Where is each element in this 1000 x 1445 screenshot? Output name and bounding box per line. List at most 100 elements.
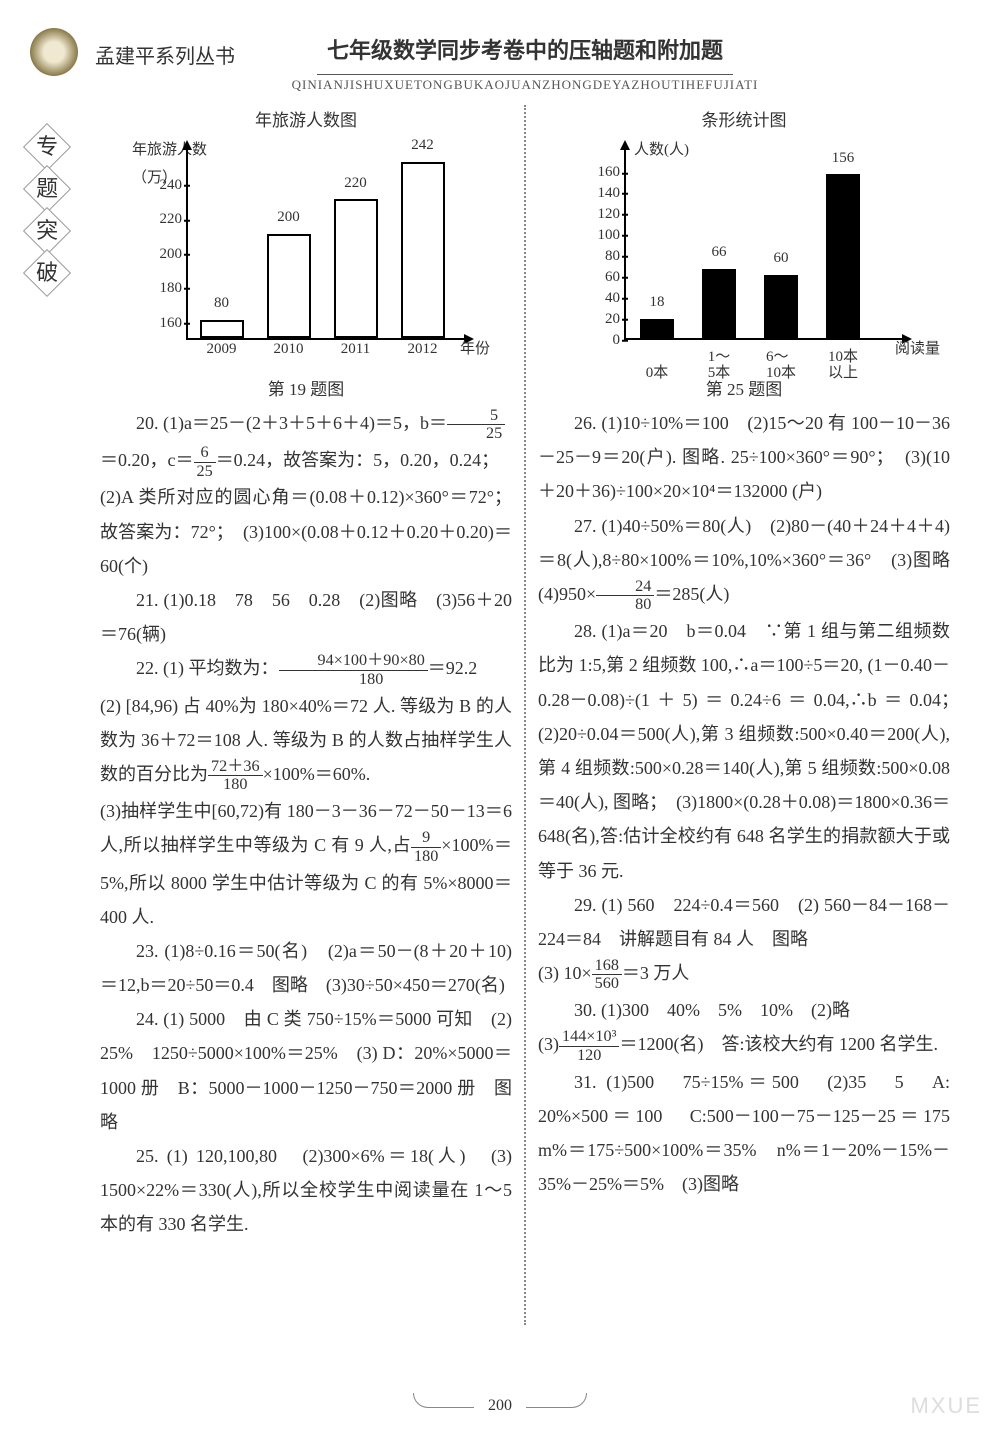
chart19: 年旅游人数 （万） 年份 160180200220240802009200201… — [126, 138, 486, 368]
q26: 26. (1)10÷10%＝100 (2)15～20 有 100－10－36－2… — [538, 406, 950, 509]
chart25: 人数(人) 阅读量 020406080100120140160180本661～ … — [564, 138, 924, 368]
q30-line1: 30. (1)300 40% 5% 10% (2)略 — [538, 993, 950, 1027]
side-char: 破 — [36, 252, 58, 294]
q30-line2: (3)144×10³120＝1200(名) 答:该校大约有 1200 名学生. — [538, 1027, 950, 1064]
q22-line3: (3)抽样学生中[60,72)有 180－3－36－72－50－13＝6 人,所… — [100, 794, 512, 934]
q24: 24. (1) 5000 由 C 类 750÷15%＝5000 可知 (2) 2… — [100, 1002, 512, 1139]
chart25-yaxis — [624, 148, 626, 340]
q21: 21. (1)0.18 78 56 0.28 (2)图略 (3)56＋20＝76… — [100, 583, 512, 651]
q20-line2: ＝0.20，c＝625＝0.24，故答案为：5，0.20，0.24； — [100, 443, 512, 480]
frac-n: 24 — [596, 578, 654, 597]
chart19-yaxis — [186, 148, 188, 340]
text: ＝0.24，故答案为：5，0.20，0.24； — [216, 450, 500, 470]
chart19-caption: 第 19 题图 — [100, 374, 512, 406]
chart25-bar — [764, 275, 798, 338]
chart25-xtick: 6～ 10本 — [766, 349, 796, 382]
chart19-bar-label: 200 — [277, 203, 300, 232]
chart19-xlabel: 年份 — [460, 335, 490, 364]
q29-line1: 29. (1) 560 224÷0.4＝560 (2) 560－84－168－2… — [538, 888, 950, 956]
side-char: 专 — [36, 126, 58, 168]
column-right: 条形统计图 人数(人) 阅读量 020406080100120140160180… — [524, 105, 950, 1325]
chart19-y-arrow — [182, 140, 192, 150]
chart19-ytick: 180 — [146, 274, 182, 303]
text: ＝1200(名) 答:该校大约有 1200 名学生. — [619, 1034, 938, 1054]
chart19-ytick: 160 — [146, 308, 182, 337]
chart19-ytick: 220 — [146, 205, 182, 234]
frac-d: 560 — [592, 975, 622, 993]
chart19-ytick: 240 — [146, 171, 182, 200]
frac-n: 5 — [447, 407, 505, 426]
q20-line1: 20. (1)a＝25－(2＋3＋5＋6＋4)＝5，b＝525 — [100, 406, 512, 443]
chart19-bar-label: 220 — [344, 169, 367, 198]
chart25-bar — [826, 174, 860, 337]
chart25-ytick: 160 — [584, 158, 620, 187]
chart19-bar — [267, 234, 311, 338]
chart25-xtick: 10本 以上 — [828, 349, 858, 382]
chart19-bar-label: 80 — [214, 289, 229, 318]
q23: 23. (1)8÷0.16＝50(名) (2)a＝50－(8＋20＋10)＝12… — [100, 934, 512, 1002]
chart25-xtick: 1～ 5本 — [708, 349, 731, 382]
q22-line1: 22. (1) 平均数为：94×100＋90×80180＝92.2 — [100, 651, 512, 688]
q22-line2: (2) [84,96) 占 40%为 180×40%＝72 人. 等级为 B 的… — [100, 689, 512, 795]
chart25-xlabel: 阅读量 — [895, 335, 940, 364]
q28: 28. (1)a＝20 b＝0.04 ∵第 1 组与第二组频数比为 1:5,第 … — [538, 614, 950, 888]
text: (3) 10× — [538, 963, 592, 983]
text: ＝92.2 — [428, 658, 478, 678]
text: ×100%＝60%. — [263, 764, 371, 784]
frac-d: 120 — [559, 1047, 619, 1065]
chart25-bar — [702, 269, 736, 338]
side-ornament: 专 题 突 破 — [30, 130, 64, 290]
chart19-xtick: 2012 — [408, 335, 438, 364]
chart25-ylabel: 人数(人) — [634, 136, 689, 165]
q31: 31. (1)500 75÷15%＝500 (2)35 5 A: 20%×500… — [538, 1065, 950, 1202]
book-series: 孟建平系列丛书 — [95, 38, 235, 76]
chart25-y-arrow — [620, 140, 630, 150]
frac-n: 144×10³ — [559, 1028, 619, 1047]
chart25-title: 条形统计图 — [538, 105, 950, 137]
text: ＝3 万人 — [622, 963, 690, 983]
q20-text: 20. (1)a＝25－(2＋3＋5＋6＋4)＝5，b＝ — [136, 413, 447, 433]
frac-d: 80 — [596, 596, 654, 614]
frac-d: 25 — [194, 463, 216, 481]
content-columns: 年旅游人数图 年旅游人数 （万） 年份 16018020022024080200… — [100, 105, 950, 1325]
chart19-ytick: 200 — [146, 240, 182, 269]
text: ＝285(人) — [654, 584, 729, 604]
frac-d: 180 — [411, 848, 441, 866]
page-title-pinyin: QINIANJISHUXUETONGBUKAOJUANZHONGDEYAZHOU… — [100, 73, 950, 98]
frac-n: 9 — [411, 829, 441, 848]
text: 22. (1) 平均数为： — [136, 658, 279, 678]
column-left: 年旅游人数图 年旅游人数 （万） 年份 16018020022024080200… — [100, 105, 524, 1325]
chart19-xtick: 2009 — [207, 335, 237, 364]
frac-n: 72＋36 — [208, 758, 263, 777]
q29-line2: (3) 10×168560＝3 万人 — [538, 956, 950, 993]
chart25-xtick: 0本 — [646, 365, 669, 382]
side-char: 突 — [36, 210, 58, 252]
chart19-bar-label: 242 — [411, 131, 434, 160]
side-char: 题 — [36, 168, 58, 210]
chart19-bar — [334, 199, 378, 337]
chart25-bar-label: 60 — [774, 244, 789, 273]
q20-line3: (2)A 类所对应的圆心角＝(0.08＋0.12)×360°＝72°；故答案为：… — [100, 480, 512, 583]
text: ＝0.20，c＝ — [100, 450, 194, 470]
frac-n: 94×100＋90×80 — [279, 652, 428, 671]
q25: 25. (1) 120,100,80 (2)300×6%＝18(人) (3) 1… — [100, 1139, 512, 1242]
chart19-xtick: 2011 — [341, 335, 370, 364]
page-title: 七年级数学同步考卷中的压轴题和附加题 — [317, 30, 733, 75]
frac-n: 168 — [592, 957, 622, 976]
frac-n: 6 — [194, 444, 216, 463]
frac-d: 180 — [208, 776, 263, 794]
chart19-title: 年旅游人数图 — [100, 105, 512, 137]
page-number: 200 — [488, 1391, 512, 1421]
chart25-xaxis — [624, 338, 904, 340]
chart25-bar — [640, 319, 674, 338]
chart25-bar-label: 66 — [712, 238, 727, 267]
text: (3) — [538, 1034, 559, 1054]
chart19-bar — [401, 162, 445, 338]
chart19-xtick: 2010 — [274, 335, 304, 364]
frac-d: 25 — [447, 425, 505, 443]
chart25-bar-label: 18 — [650, 288, 665, 317]
chart25-bar-label: 156 — [832, 144, 855, 173]
frac-d: 180 — [279, 671, 428, 689]
book-logo — [30, 28, 78, 76]
watermark: MXUE — [910, 1385, 982, 1427]
